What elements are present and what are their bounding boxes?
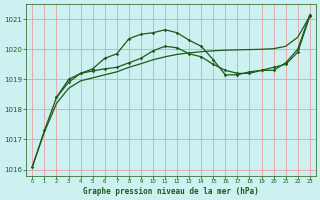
X-axis label: Graphe pression niveau de la mer (hPa): Graphe pression niveau de la mer (hPa) [83,187,259,196]
